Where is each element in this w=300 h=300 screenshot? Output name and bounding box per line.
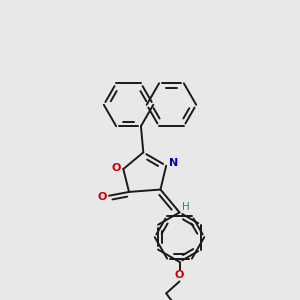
Text: N: N (169, 158, 178, 168)
Text: H: H (182, 202, 190, 212)
Text: O: O (175, 270, 184, 280)
Text: O: O (112, 163, 121, 172)
Text: O: O (98, 192, 107, 202)
